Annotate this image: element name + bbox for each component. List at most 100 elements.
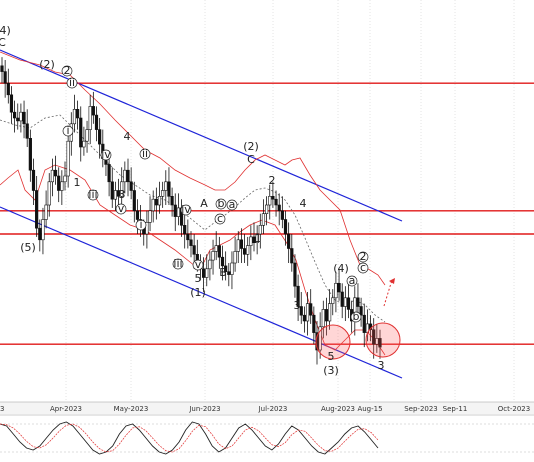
candle-body [318,326,322,351]
wave-label: 3 [294,299,301,312]
oscillator-signal-line [0,423,379,453]
candle-body [82,140,86,148]
candle-body [63,175,67,183]
candle-body [126,169,130,183]
candle-body [113,190,117,200]
candle-body [31,169,36,191]
candle-body [176,207,181,217]
candle-body [327,303,332,322]
candle-body [324,309,329,322]
wave-label-ring [66,77,78,89]
wave-label: c [217,212,223,225]
candle-body [346,297,351,310]
candle-body [299,306,303,316]
candle-body [302,314,307,322]
wave-label-ring [346,275,358,287]
oscillator-main-line [0,421,379,455]
candle-body [170,196,174,206]
candle-body [38,227,42,241]
candle-body [305,303,310,322]
candle-body [173,204,177,217]
wave-label: 4 [124,130,131,143]
candle-body [211,251,215,261]
candle-body [116,190,121,197]
candle-body [53,169,58,177]
candle-body [9,94,14,113]
candle-body [35,190,39,229]
oscillator-panel [0,415,534,462]
wave-label: (4) [0,24,11,37]
candle-body [135,210,140,220]
candle-body [340,291,344,307]
bollinger-lower-band [0,164,386,356]
candle-body [94,114,99,130]
candle-body [123,169,127,183]
wave-label: iii [173,257,182,270]
candle-body [261,213,266,226]
wave-label-ring [100,149,112,161]
wave-label-ring [350,311,362,323]
wave-label-ring [172,258,184,270]
candle-body [161,190,165,197]
candle-body [312,314,316,333]
date-axis-ticks: Apr-2023 May-2023 Jun-2023 Jul-2023 Aug-2023… [0,405,530,413]
candle-body [41,219,45,241]
candle-body [145,222,149,235]
wave-label: iv [101,148,111,161]
candle-body [271,196,275,200]
candle-body [233,251,237,264]
candle-body [293,262,297,287]
candle-body [164,181,168,191]
candle-body [287,233,291,249]
candle-body [343,297,347,307]
bollinger-upper-band [0,51,386,286]
wave-label: ii [142,147,148,160]
wave-label-ring [357,262,369,274]
candle-body [183,225,187,235]
candle-body [220,256,225,267]
candle-body [98,129,102,145]
wave-label: b [353,310,360,323]
wave-label: ii [69,76,75,89]
candle-body [362,314,366,333]
wave-label: i [139,218,142,231]
candle-body [224,265,228,272]
wave-label: v [118,202,125,215]
wave-label-ring [357,251,369,263]
candle-body [50,169,54,183]
wave-label: v [195,258,202,271]
candle-body [227,271,231,275]
candle-body [6,82,10,96]
highlight-circle-right [365,322,401,358]
candle-body [72,109,77,125]
wave-label-ring [214,213,226,225]
candle-body [378,338,382,348]
candle-body [88,106,92,130]
candle-body [334,282,338,299]
wave-label-ring [135,219,147,231]
candle-body [28,138,32,171]
date-tick-label: Jun-2023 [188,405,220,413]
candle-body [202,268,206,278]
candle-body [132,190,136,212]
candle-body [249,236,253,246]
candle-body [110,181,114,200]
candle-body [3,71,7,84]
candle-body [167,181,171,197]
projection-arrowhead-icon [389,278,395,284]
wave-label: c [360,261,366,274]
candle-body [372,329,376,345]
wave-label: iv [181,203,191,216]
candle-body [0,65,4,72]
wave-label: (2) [243,140,259,153]
wave-label: 5 [328,350,335,363]
wave-labels: (4)C2(2)413(5)iiiiviiiviiiivviiiAbcaB5(1… [0,24,385,377]
candle-body [189,239,193,246]
candle-body [151,198,155,212]
candle-body [154,198,158,206]
candle-body [258,225,262,235]
candle-body [236,239,240,252]
candle-body [268,196,272,206]
